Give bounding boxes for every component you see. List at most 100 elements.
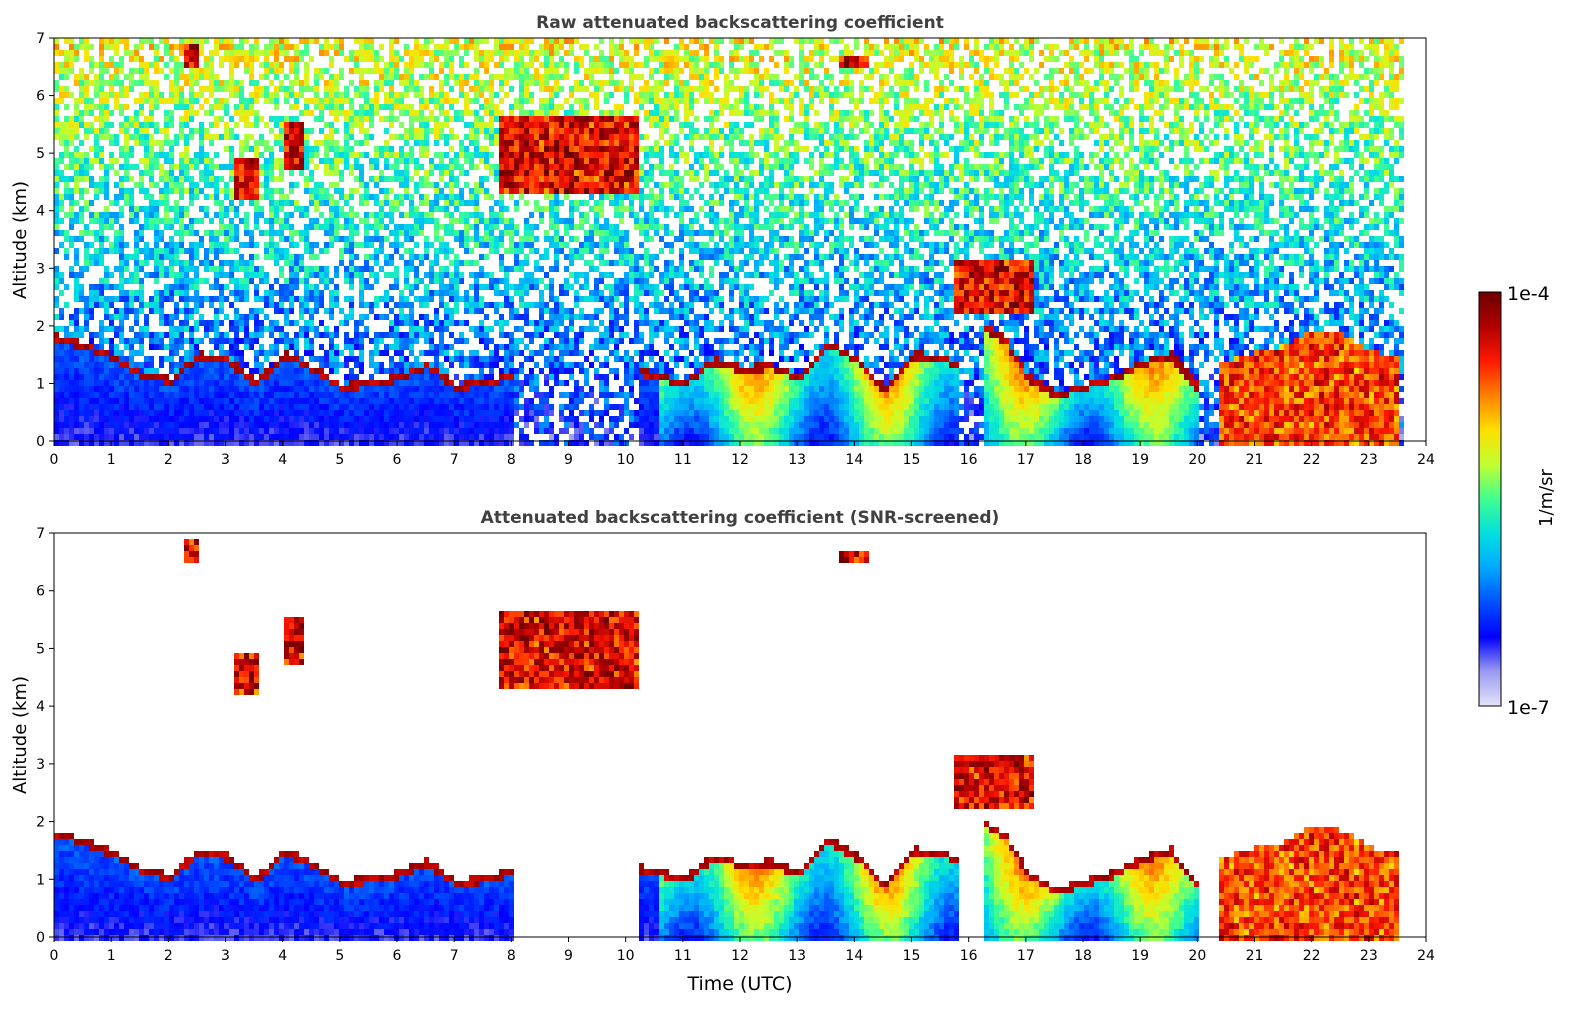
heatmap-cell <box>334 44 339 50</box>
heatmap-cell <box>269 248 274 254</box>
heatmap-cell <box>479 284 484 290</box>
heatmap-cell <box>124 128 129 134</box>
heatmap-cell <box>159 290 164 296</box>
heatmap-cell <box>454 338 459 344</box>
heatmap-cell <box>484 134 489 140</box>
heatmap-cell <box>274 92 279 98</box>
heatmap-cell <box>139 398 144 404</box>
heatmap-cell <box>489 218 494 224</box>
heatmap-cell <box>539 368 544 374</box>
heatmap-cell <box>184 266 189 272</box>
heatmap-cell <box>174 200 179 206</box>
heatmap-cell <box>364 260 369 266</box>
heatmap-cell <box>64 416 69 422</box>
heatmap-cell <box>399 104 404 110</box>
heatmap-cell <box>384 200 389 206</box>
heatmap-cell <box>304 434 309 440</box>
heatmap-cell <box>414 170 419 176</box>
heatmap-cell <box>369 164 374 170</box>
heatmap-cell <box>264 182 269 188</box>
heatmap-cell <box>129 194 134 200</box>
heatmap-cell <box>69 188 74 194</box>
heatmap-cell <box>504 302 509 308</box>
heatmap-cell <box>504 422 509 428</box>
heatmap-cell <box>524 182 529 188</box>
heatmap-cell <box>154 164 159 170</box>
heatmap-cell <box>139 308 144 314</box>
heatmap-cell <box>384 422 389 428</box>
heatmap-cell <box>384 404 389 410</box>
heatmap-cell <box>79 98 84 104</box>
heatmap-cell <box>494 134 499 140</box>
heatmap-cell <box>204 356 209 362</box>
heatmap-cell <box>319 380 324 386</box>
heatmap-cell <box>399 194 404 200</box>
heatmap-cell <box>94 350 99 356</box>
heatmap-cell <box>54 434 59 440</box>
heatmap-cell <box>389 122 394 128</box>
heatmap-cell <box>324 122 329 128</box>
heatmap-cell <box>194 320 199 326</box>
heatmap-cell <box>474 356 479 362</box>
heatmap-cell <box>144 434 149 440</box>
heatmap-cell <box>99 410 104 416</box>
heatmap-cell <box>494 200 499 206</box>
heatmap-cell <box>294 116 299 122</box>
heatmap-cell <box>329 194 334 200</box>
heatmap-cell <box>489 380 494 386</box>
heatmap-cell <box>349 416 354 422</box>
heatmap-cell <box>119 284 124 290</box>
heatmap-cell <box>179 422 184 428</box>
heatmap-cell <box>374 404 379 410</box>
heatmap-cell <box>509 374 514 380</box>
heatmap-cell <box>294 422 299 428</box>
heatmap-cell <box>349 110 354 116</box>
heatmap-cell <box>444 380 449 386</box>
heatmap-cell <box>279 416 284 422</box>
heatmap-cell <box>64 62 69 68</box>
heatmap-cell <box>119 248 124 254</box>
heatmap-cell <box>484 254 489 260</box>
heatmap-cell <box>399 428 404 434</box>
heatmap-cell <box>444 314 449 320</box>
heatmap-cell <box>319 434 324 440</box>
heatmap-cell <box>514 68 519 74</box>
heatmap-cell <box>399 386 404 392</box>
heatmap-cell <box>449 308 454 314</box>
heatmap-cell <box>154 248 159 254</box>
heatmap-cell <box>369 254 374 260</box>
heatmap-cell <box>559 218 564 224</box>
heatmap-cell <box>179 410 184 416</box>
heatmap-cell <box>459 74 464 80</box>
heatmap-cell <box>289 338 294 344</box>
heatmap-cell <box>204 110 209 116</box>
heatmap-cell <box>319 404 324 410</box>
heatmap-cell <box>209 242 214 248</box>
heatmap-cell <box>364 386 369 392</box>
heatmap-cell <box>189 434 194 440</box>
heatmap-cell <box>229 200 234 206</box>
heatmap-cell <box>264 416 269 422</box>
heatmap-cell <box>124 278 129 284</box>
heatmap-cell <box>69 68 74 74</box>
heatmap-cell <box>504 344 509 350</box>
heatmap-cell <box>474 404 479 410</box>
heatmap-cell <box>279 254 284 260</box>
heatmap-cell <box>74 320 79 326</box>
heatmap-cell <box>324 146 329 152</box>
heatmap-cell <box>244 434 249 440</box>
heatmap-cell <box>254 194 259 200</box>
heatmap-cell <box>119 410 124 416</box>
heatmap-cell <box>289 278 294 284</box>
heatmap-cell <box>329 236 334 242</box>
heatmap-cell <box>74 386 79 392</box>
heatmap-cell <box>189 50 194 56</box>
heatmap-cell <box>339 68 344 74</box>
heatmap-cell <box>169 350 174 356</box>
heatmap-cell <box>334 422 339 428</box>
heatmap-cell <box>554 92 559 98</box>
heatmap-cell <box>74 134 79 140</box>
heatmap-cell <box>514 62 519 68</box>
heatmap-cell <box>224 188 229 194</box>
heatmap-cell <box>539 128 544 134</box>
